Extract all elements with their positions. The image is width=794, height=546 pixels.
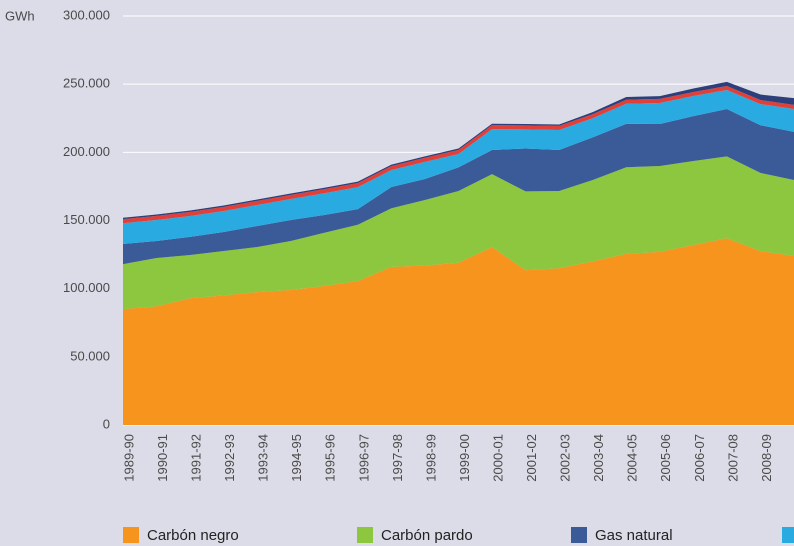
legend-label: Gas natural: [595, 527, 673, 544]
y-tick-label: 100.000: [63, 280, 110, 295]
y-tick-label: 50.000: [70, 348, 110, 363]
area: [123, 108, 794, 265]
x-tick-label: 2000-01: [490, 434, 505, 482]
x-tick-label: 2005-06: [658, 434, 673, 482]
y-tick-label: 150.000: [63, 212, 110, 227]
x-tick-label: 1991-92: [189, 434, 204, 482]
x-tick-label: 2001-02: [524, 434, 539, 482]
x-tick-label: 1997-98: [390, 434, 405, 482]
legend-swatch: [782, 527, 794, 543]
x-tick-label: 1999-00: [457, 434, 472, 482]
x-tick-label: 1996-97: [356, 434, 371, 482]
legend-swatch: [123, 527, 139, 543]
legend-label: Carbón pardo: [381, 527, 473, 544]
x-tick-label: 1998-99: [423, 434, 438, 482]
y-tick-label: 200.000: [63, 144, 110, 159]
x-tick-label: 1993-94: [256, 434, 271, 482]
area: [123, 156, 794, 310]
y-axis-label: GWh: [5, 8, 35, 23]
x-tick-label: 2007-08: [725, 434, 740, 482]
y-tick-label: 300.000: [63, 7, 110, 22]
area: [123, 90, 794, 244]
x-tick-label: 2002-03: [558, 434, 573, 482]
y-tick-label: 250.000: [63, 76, 110, 91]
legend-label: Carbón negro: [147, 527, 239, 544]
x-tick-label: 2004-05: [625, 434, 640, 482]
area: [123, 238, 794, 425]
legend-swatch: [571, 527, 587, 543]
x-tick-label: 2003-04: [591, 434, 606, 482]
x-tick-label: 2008-09: [759, 434, 774, 482]
legend-swatch: [357, 527, 373, 543]
x-tick-label: 1989-90: [121, 434, 136, 482]
y-tick-label: 0: [103, 416, 110, 431]
x-tick-label: 2006-07: [692, 434, 707, 482]
x-tick-label: 1995-96: [323, 434, 338, 482]
x-tick-label: 2009-10: [792, 434, 794, 482]
x-tick-label: 1994-95: [289, 434, 304, 482]
x-tick-label: 1990-91: [155, 434, 170, 482]
x-tick-label: 1992-93: [222, 434, 237, 482]
